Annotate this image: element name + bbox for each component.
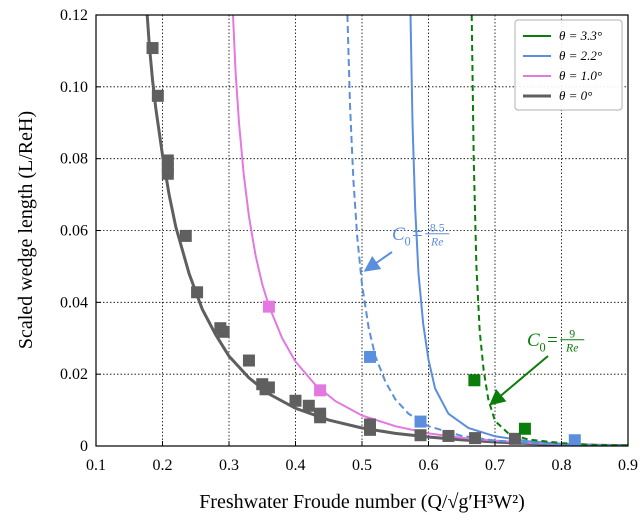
data-point	[217, 325, 230, 338]
data-point	[442, 429, 455, 442]
data-point	[242, 354, 255, 367]
x-tick-label: 0.9	[618, 457, 638, 474]
data-point	[414, 415, 427, 428]
data-point	[414, 429, 427, 442]
legend: θ = 3.3° θ = 2.2° θ = 1.0° θ = 0°	[514, 19, 623, 111]
annotation-subscript: 0	[540, 341, 546, 355]
x-tick-label: 0.3	[219, 457, 239, 474]
annotation-arrow-blue	[363, 251, 393, 272]
data-point	[151, 89, 164, 102]
data-point	[314, 411, 327, 424]
data-point	[191, 286, 204, 299]
data-point	[262, 300, 275, 313]
y-tick-label: 0.12	[60, 7, 88, 24]
data-point	[468, 374, 481, 387]
data-point	[363, 423, 376, 436]
annotation-arrow-green	[489, 355, 549, 406]
y-tick-label: 0.10	[60, 79, 88, 96]
annotation-equals: =	[412, 224, 423, 245]
legend-label: θ = 1.0°	[559, 68, 602, 83]
data-point	[161, 167, 174, 180]
annotation-symbol: C	[392, 224, 405, 245]
annotation-denominator: Re	[430, 236, 443, 249]
x-tick-label: 0.1	[86, 457, 106, 474]
data-points	[146, 42, 581, 446]
legend-label: θ = 2.2°	[559, 48, 602, 63]
x-tick-label: 0.8	[552, 457, 572, 474]
data-point	[469, 432, 482, 445]
annotation-denominator: Re	[565, 342, 578, 355]
legend-label: θ = 3.3°	[559, 28, 602, 43]
legend-label: θ = 0°	[559, 88, 592, 103]
x-tick-label: 0.2	[153, 457, 173, 474]
y-tick-label: 0.04	[60, 294, 88, 311]
y-tick-label: 0	[80, 438, 88, 455]
y-tick-label: 0.08	[60, 151, 88, 168]
series-curve	[470, 15, 628, 446]
data-point	[518, 422, 531, 435]
data-point	[314, 384, 327, 397]
y-tick-label: 0.02	[60, 366, 88, 383]
data-point	[259, 383, 272, 396]
x-tick-label: 0.4	[286, 457, 306, 474]
y-axis-label: Scaled wedge length (L/ReH)	[15, 111, 37, 349]
annotation-equals: =	[547, 330, 558, 351]
data-point	[179, 229, 192, 242]
annotation-symbol: C	[527, 330, 540, 351]
y-tick-label: 0.06	[60, 223, 88, 240]
x-axis-label: Freshwater Froude number (Q/√g′H³W²)	[199, 491, 525, 513]
data-point	[508, 432, 521, 445]
data-point	[568, 434, 581, 446]
data-point	[146, 42, 159, 55]
annotation-subscript: 0	[405, 235, 411, 249]
data-point	[289, 394, 302, 407]
annotation-numerator: 9	[569, 327, 575, 340]
legend-box	[514, 19, 623, 111]
data-point	[363, 350, 376, 363]
data-point	[302, 399, 315, 412]
ticks: 0.1 0.2 0.3 0.4 0.5 0.6 0.7 0.8 0.9 0 0.02 0.04 0.06…	[60, 7, 638, 474]
x-tick-label: 0.5	[352, 457, 372, 474]
annotation-numerator: 8.5	[430, 221, 445, 234]
x-tick-label: 0.6	[419, 457, 439, 474]
series-dashed-curve	[346, 15, 628, 446]
x-tick-label: 0.7	[485, 457, 505, 474]
